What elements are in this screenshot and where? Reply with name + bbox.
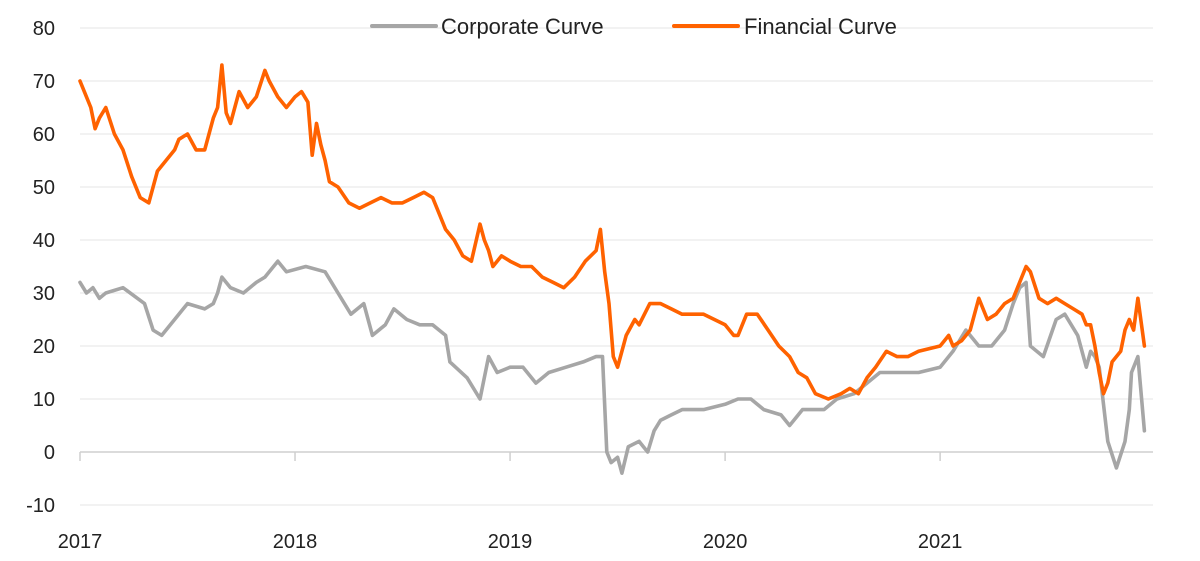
y-tick-label: 10 bbox=[33, 389, 55, 411]
y-tick-label: 30 bbox=[33, 283, 55, 305]
legend: Corporate Curve Financial Curve bbox=[370, 14, 897, 39]
x-tick-label: 2017 bbox=[58, 531, 103, 553]
legend-label-financial-curve: Financial Curve bbox=[744, 14, 897, 39]
x-tick-label: 2020 bbox=[703, 531, 748, 553]
y-tick-label: 60 bbox=[33, 124, 55, 146]
legend-label-corporate-curve: Corporate Curve bbox=[441, 14, 604, 39]
y-tick-label: 40 bbox=[33, 230, 55, 252]
x-tick-label: 2018 bbox=[273, 531, 318, 553]
y-tick-label: -10 bbox=[26, 495, 55, 517]
series-line-financial-curve bbox=[78, 63, 1147, 401]
gridlines bbox=[80, 27, 1153, 506]
x-axis-tick-labels: 2017 2018 2019 2020 2021 bbox=[58, 531, 963, 553]
y-tick-label: 0 bbox=[44, 442, 55, 464]
y-axis-tick-labels: -10 0 10 20 30 40 50 60 70 80 bbox=[26, 18, 55, 517]
legend-item-corporate-curve: Corporate Curve bbox=[370, 14, 604, 39]
x-tick-label: 2021 bbox=[918, 531, 963, 553]
y-tick-label: 50 bbox=[33, 177, 55, 199]
x-tick-label: 2019 bbox=[488, 531, 533, 553]
x-axis bbox=[79, 451, 1153, 461]
legend-item-financial-curve: Financial Curve bbox=[672, 14, 897, 39]
series-line-corporate-curve bbox=[78, 259, 1147, 475]
y-tick-label: 70 bbox=[33, 71, 55, 93]
series-lines bbox=[78, 63, 1147, 475]
y-tick-label: 20 bbox=[33, 336, 55, 358]
y-tick-label: 80 bbox=[33, 18, 55, 40]
